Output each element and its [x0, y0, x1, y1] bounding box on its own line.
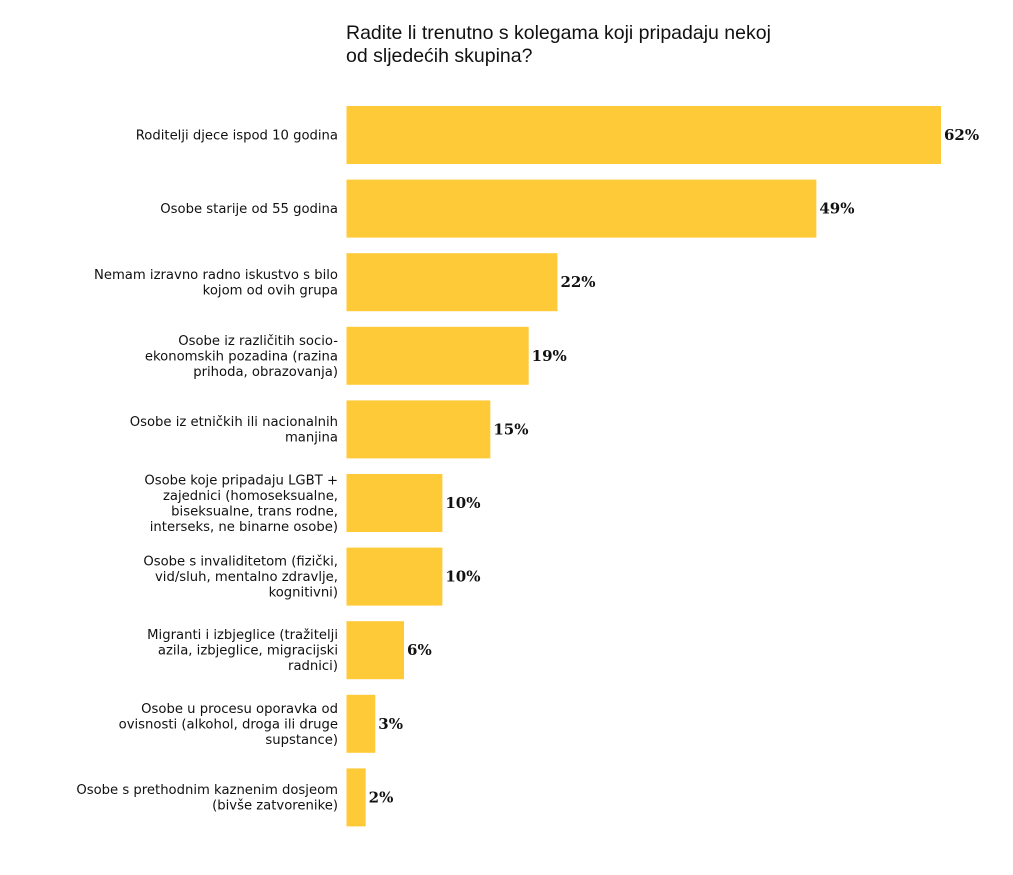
- chart-title-line-2: od sljedećih skupina?: [346, 45, 533, 67]
- category-label-3-line-2: kojom od ovih grupa: [203, 283, 338, 298]
- category-label-7-line-1: Osobe s invaliditetom (fizički,: [143, 554, 338, 570]
- category-label-6-line-4: interseks, ne binarne osobe): [150, 520, 338, 535]
- value-label-2: 49%: [819, 200, 854, 218]
- bar-1: [346, 106, 941, 164]
- category-label-10-line-1: Osobe s prethodnim kaznenim dosjeom: [76, 783, 338, 798]
- category-label-9-line-3: supstance): [265, 733, 338, 748]
- value-label-5: 15%: [493, 420, 528, 438]
- value-label-1: 62%: [944, 126, 979, 144]
- bar-3: [346, 253, 558, 312]
- value-label-7: 10%: [445, 568, 480, 586]
- category-label-4-line-1: Osobe iz različitih socio-: [178, 333, 338, 349]
- chart-title: Radite li trenutno s kolegama koji pripa…: [346, 22, 866, 68]
- category-label-9-line-1: Osobe u procesu oporavka od: [141, 702, 338, 717]
- category-label-3: Nemam izravno radno iskustvo s bilo kojom…: [94, 268, 338, 299]
- category-label-6-line-3: biseksualne, trans rodne,: [171, 504, 338, 519]
- category-label-2-line-1: Osobe starije od 55 godina: [160, 202, 338, 217]
- category-label-6-line-2: zajednici (homoseksualne,: [163, 489, 338, 504]
- category-label-10-line-2: (bivše zatvorenike): [212, 798, 338, 814]
- category-label-10: Osobe s prethodnim kaznenim dosjeom (bivš…: [76, 783, 338, 814]
- category-label-4: Osobe iz različitih socio-ekonomskih poz…: [145, 333, 338, 380]
- bar-6: [346, 474, 443, 532]
- category-label-2: Osobe starije od 55 godina: [160, 202, 338, 217]
- category-label-8: Migranti i izbjeglice (tražitelji azila, …: [147, 627, 338, 674]
- category-label-7-line-3: kognitivni): [269, 586, 338, 601]
- category-label-1-line-1: Roditelji djece ispod 10 godina: [136, 129, 338, 144]
- category-label-5: Osobe iz etničkih ili nacionalnih manjina: [130, 414, 338, 446]
- value-label-3: 22%: [560, 273, 595, 291]
- category-label-9-line-2: ovisnosti (alkohol, droga ili druge: [119, 717, 338, 732]
- category-label-8-line-2: azila, izbjeglice, migracijski: [158, 644, 338, 659]
- category-label-4-line-3: prihoda, obrazovanja): [193, 365, 338, 380]
- category-label-4-line-2: ekonomskih pozadina (razina: [145, 349, 338, 364]
- bar-5: [346, 400, 491, 459]
- category-label-5-line-2: manjina: [285, 431, 338, 446]
- value-label-10: 2%: [369, 788, 394, 806]
- category-label-9: Osobe u procesu oporavka od ovisnosti (al…: [119, 702, 338, 748]
- value-label-9: 3%: [378, 715, 403, 733]
- value-label-6: 10%: [445, 494, 480, 512]
- category-label-3-line-1: Nemam izravno radno iskustvo s bilo: [94, 268, 338, 283]
- bar-7: [346, 547, 443, 606]
- bar-9: [346, 694, 376, 753]
- category-label-7: Osobe s invaliditetom (fizički, vid/sluh,…: [143, 554, 338, 601]
- bar-4: [346, 326, 529, 385]
- bar-8: [346, 621, 405, 680]
- category-label-8-line-3: radnici): [288, 659, 338, 674]
- category-label-1: Roditelji djece ispod 10 godina: [136, 129, 338, 144]
- category-label-5-line-1: Osobe iz etničkih ili nacionalnih: [130, 414, 338, 430]
- category-label-6: Osobe koje pripadaju LGBT + zajednici (ho…: [144, 473, 338, 535]
- chart-title-line-1: Radite li trenutno s kolegama koji pripa…: [346, 22, 771, 44]
- value-label-8: 6%: [407, 641, 432, 659]
- category-label-7-line-2: vid/sluh, mentalno zdravlje,: [155, 570, 338, 585]
- bar-2: [346, 179, 817, 238]
- category-label-8-line-1: Migranti i izbjeglice (tražitelji: [147, 627, 338, 643]
- bar-10: [346, 768, 366, 827]
- value-label-4: 19%: [532, 347, 567, 365]
- category-label-6-line-1: Osobe koje pripadaju LGBT +: [144, 473, 338, 488]
